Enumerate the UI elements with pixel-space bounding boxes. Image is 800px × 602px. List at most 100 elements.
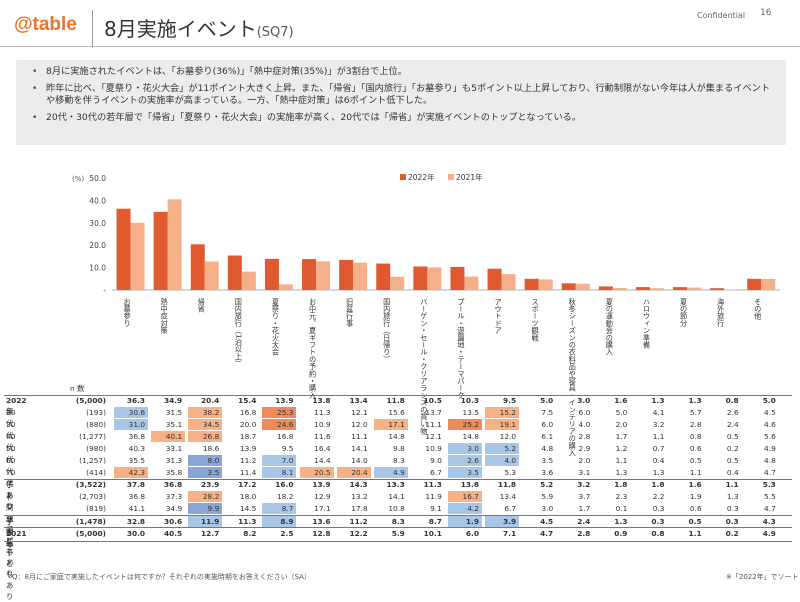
bar-2021 [242,272,256,290]
table-cell: 11.1 [411,419,445,430]
table-cell: 5.7 [671,407,705,418]
table-cell: 36.8 [114,431,148,442]
row-n: (819) [66,503,106,514]
table-cell: 2.6 [708,407,742,418]
legend-label: 2022年 [408,172,435,182]
table-cell: 1.3 [708,491,742,502]
table-cell: 2.0 [596,419,630,430]
table-cell: 3.2 [559,479,593,490]
table-cell: 0.5 [671,455,705,466]
table-cell: 6.0 [448,528,482,539]
table-cell: 1.9 [448,516,482,527]
table-cell: 13.9 [300,479,334,490]
table-cell: 8.2 [225,528,259,539]
table-cell: 9.9 [188,503,222,514]
table-cell: 11.3 [225,516,259,527]
table-cell: 11.3 [411,479,445,490]
summary-bullet-3: 20代・30代の若年層で「帰省」「夏祭り・花火大会」の実施率が高く、20代では「… [46,112,776,124]
table-cell: 2.2 [633,491,667,502]
row-label: ├同居子どもあり [6,491,13,502]
table-cell: 18.0 [225,491,259,502]
category-label: スポーツ観戦 [531,298,540,342]
table-cell: 15.2 [485,407,519,418]
table-cell: 2.4 [559,516,593,527]
table-cell: 16.0 [262,479,296,490]
table-cell: 31.0 [114,419,148,430]
table-cell: 3.0 [448,443,482,454]
table-cell: 13.9 [262,395,296,406]
table-cell: 15.6 [374,407,408,418]
table-cell: 11.9 [188,516,222,527]
table-cell: 4.5 [745,407,779,418]
table-cell: 3.6 [522,467,556,478]
page-title: 8月実施イベント(SQ7) [104,13,294,42]
table-cell: 17.1 [374,419,408,430]
n-header: n 数 [70,383,110,394]
table-cell: 1.3 [671,395,705,406]
bar-2021 [613,288,627,290]
bar-2021 [502,274,516,290]
row-label: 子なし [6,516,13,527]
table-cell: 12.1 [411,431,445,442]
table-cell: 8.7 [411,516,445,527]
table-cell: 16.4 [300,443,334,454]
table-cell: 1.6 [596,395,630,406]
table-cell: 5.0 [522,395,556,406]
table-cell: 0.4 [633,455,667,466]
table-cell: 4.7 [522,528,556,539]
table-cell: 20.4 [337,467,371,478]
table-cell: 11.9 [411,491,445,502]
table-cell: 28.2 [188,491,222,502]
table-cell: 9.8 [374,443,408,454]
table-cell: 1.6 [671,479,705,490]
table-cell: 1.3 [633,467,667,478]
table-cell: 6.0 [522,419,556,430]
bar-2022 [673,287,687,290]
row-label: 70代 [6,467,15,478]
row-n: (5,000) [66,395,106,406]
table-cell: 1.1 [596,455,630,466]
category-label: 夏の運動会の購入 [605,298,614,356]
bar-2022 [488,269,502,290]
table-cell: 13.3 [374,479,408,490]
bar-2022 [710,288,724,290]
bar-2022 [265,259,279,290]
y-axis-unit: (%) [72,175,84,183]
table-cell: 12.9 [300,491,334,502]
legend-swatch [400,174,406,180]
table-cell: 14.8 [374,431,408,442]
bar-2021 [687,288,701,290]
page-number: 16 [760,8,771,18]
table-cell: 0.6 [671,503,705,514]
table-logo: @table [14,14,77,36]
row-n: (880) [66,419,106,430]
table-cell: 2.5 [262,528,296,539]
table-cell: 14.1 [337,443,371,454]
y-tick-label: 40.0 [89,196,106,205]
summary-bullet-1: 8月に実施されたイベントは、「お墓参り(36%)」「熱中症対策(35%)」が3割… [46,66,776,78]
table-cell: 1.1 [671,467,705,478]
table-cell: 3.0 [559,395,593,406]
bar-2022 [636,287,650,290]
table-cell: 0.3 [633,516,667,527]
bar-2021 [131,223,145,290]
table-cell: 13.2 [337,491,371,502]
table-cell: 35.1 [151,419,185,430]
table-cell: 0.6 [671,443,705,454]
table-cell: 9.0 [411,455,445,466]
bar-2022 [228,256,242,290]
table-cell: 36.8 [151,479,185,490]
table-cell: 17.2 [225,479,259,490]
table-cell: 8.3 [374,455,408,466]
table-cell: 12.8 [300,528,334,539]
table-cell: 33.1 [151,443,185,454]
legend-label: 2021年 [456,172,483,182]
table-cell: 0.5 [708,455,742,466]
table-cell: 7.5 [522,407,556,418]
category-label: お墓参り [123,298,132,327]
summary-box: 8月に実施されたイベントは、「お墓参り(36%)」「熱中症対策(35%)」が3割… [16,60,786,145]
table-cell: 0.8 [671,431,705,442]
bar-2021 [390,277,404,290]
table-cell: 3.9 [485,516,519,527]
table-cell: 1.1 [633,431,667,442]
